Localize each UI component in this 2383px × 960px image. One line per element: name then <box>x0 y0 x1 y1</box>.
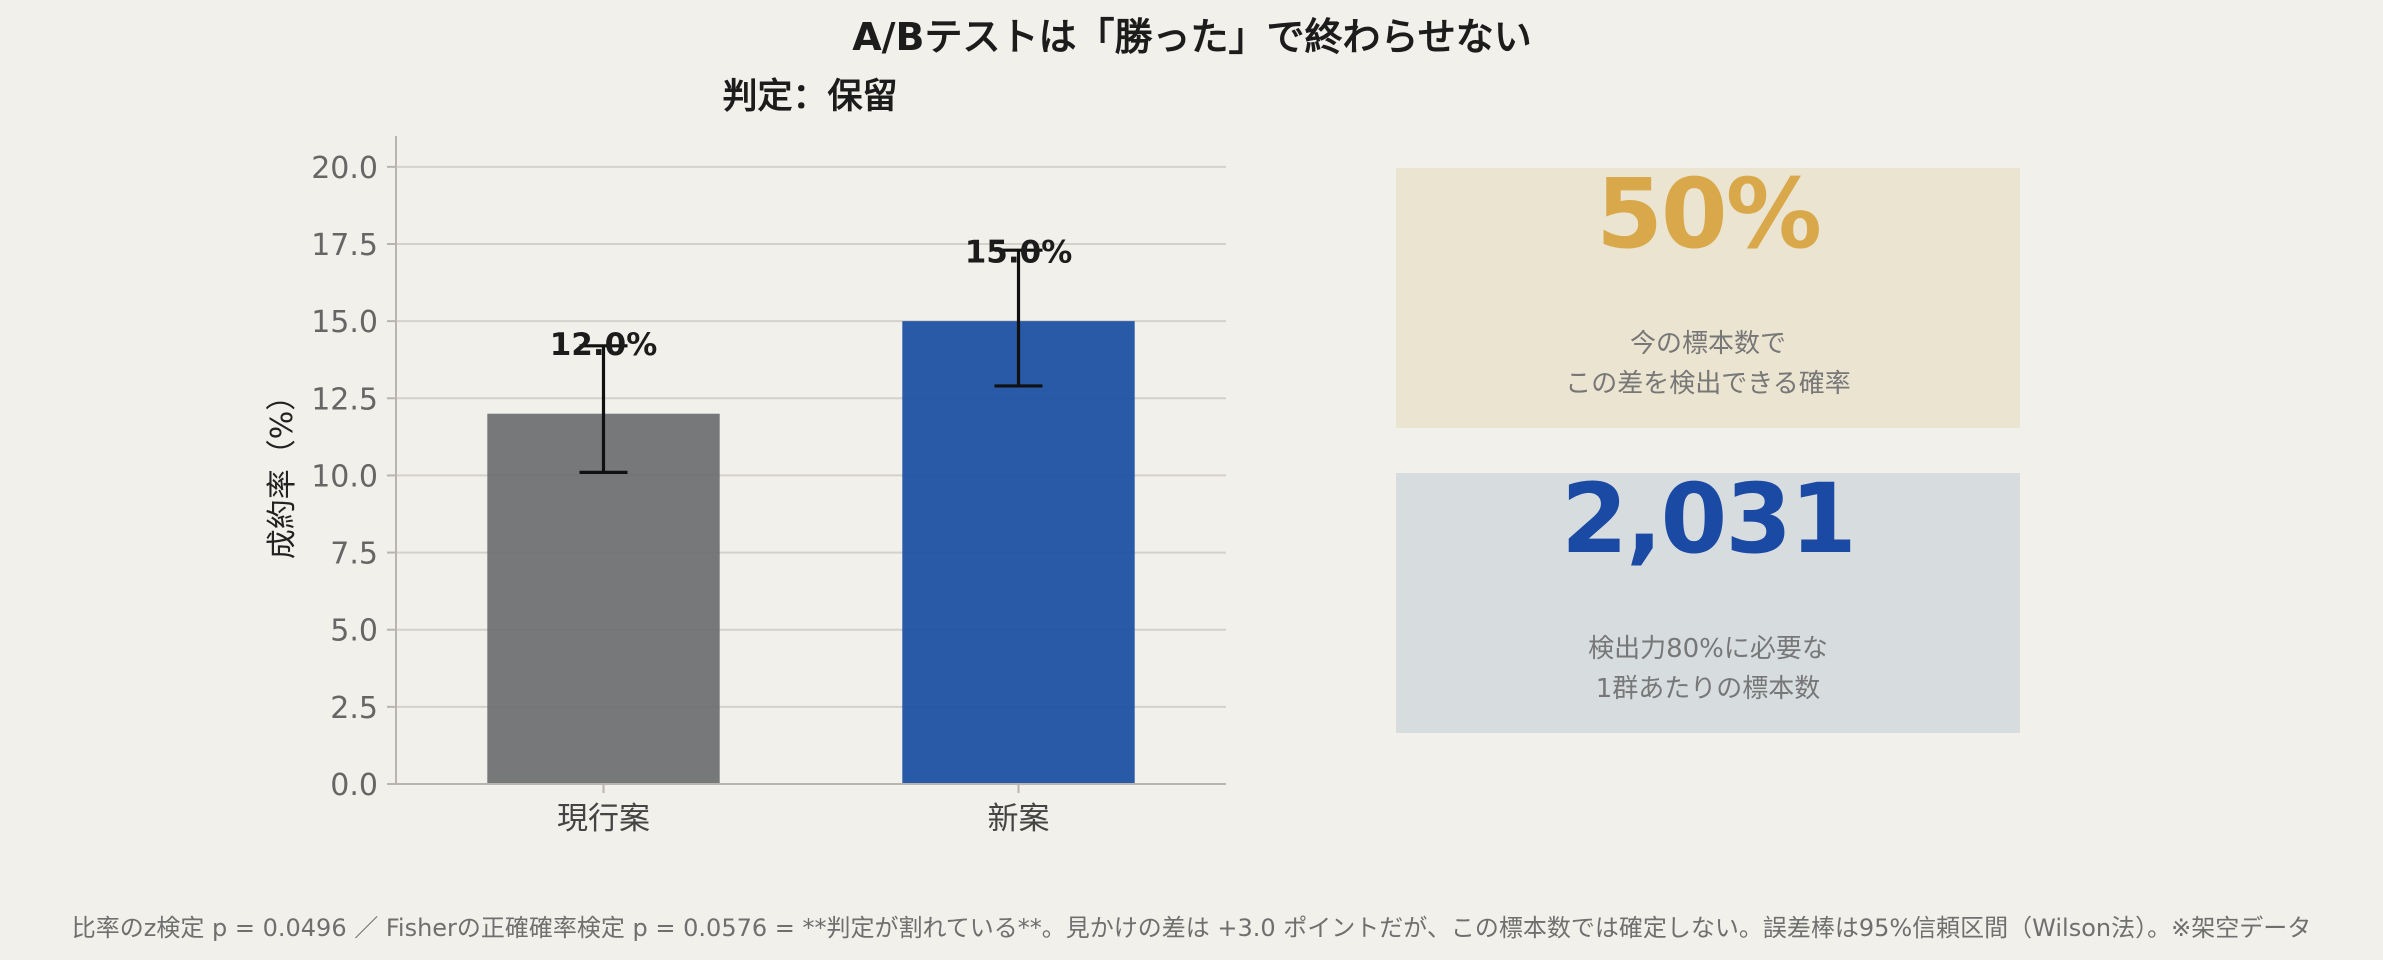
bars <box>487 321 1135 784</box>
sample-size-kpi-value: 2,031 <box>1561 463 1857 575</box>
figure-title: A/Bテストは「勝った」で終わらせない <box>852 15 1532 59</box>
y-axis-label: 成約率（%） <box>265 381 300 560</box>
y-tick-label: 20.0 <box>311 151 378 186</box>
sample-size-kpi-card: 2,031 検出力80%に必要な 1群あたりの標本数 <box>1396 463 2020 733</box>
power-kpi-value: 50% <box>1596 158 1822 270</box>
y-tick-label: 5.0 <box>330 614 378 649</box>
y-tick-label: 15.0 <box>311 305 378 340</box>
bar <box>902 321 1135 784</box>
y-tick-label: 0.0 <box>330 768 378 803</box>
power-kpi-caption: 今の標本数で この差を検出できる確率 <box>1565 329 1851 399</box>
bar <box>487 413 720 784</box>
error-bars <box>579 248 1043 474</box>
y-tick-label: 7.5 <box>330 537 378 572</box>
y-tick-label: 2.5 <box>330 691 378 726</box>
y-tick-label: 17.5 <box>311 228 378 263</box>
y-ticks: 0.0 2.5 5.0 7.5 10.0 12.5 15.0 17.5 20.0 <box>311 151 396 803</box>
footnote: 比率のz検定 p = 0.0496 ／ Fisherの正確確率検定 p = 0.… <box>71 914 2312 942</box>
data-label: 12.0% <box>550 327 658 363</box>
y-tick-label: 12.5 <box>311 382 378 417</box>
chart-title: 判定：保留 <box>722 77 897 117</box>
x-ticks: 現行案 新案 <box>557 784 1050 837</box>
data-labels: 12.0% 15.0% <box>550 235 1073 364</box>
sample-size-kpi-caption: 検出力80%に必要な 1群あたりの標本数 <box>1588 634 1828 704</box>
x-tick-label: 新案 <box>988 801 1050 837</box>
data-label: 15.0% <box>965 235 1073 271</box>
y-tick-label: 10.0 <box>311 459 378 494</box>
power-kpi-card: 50% 今の標本数で この差を検出できる確率 <box>1396 158 2020 428</box>
x-tick-label: 現行案 <box>557 801 650 837</box>
